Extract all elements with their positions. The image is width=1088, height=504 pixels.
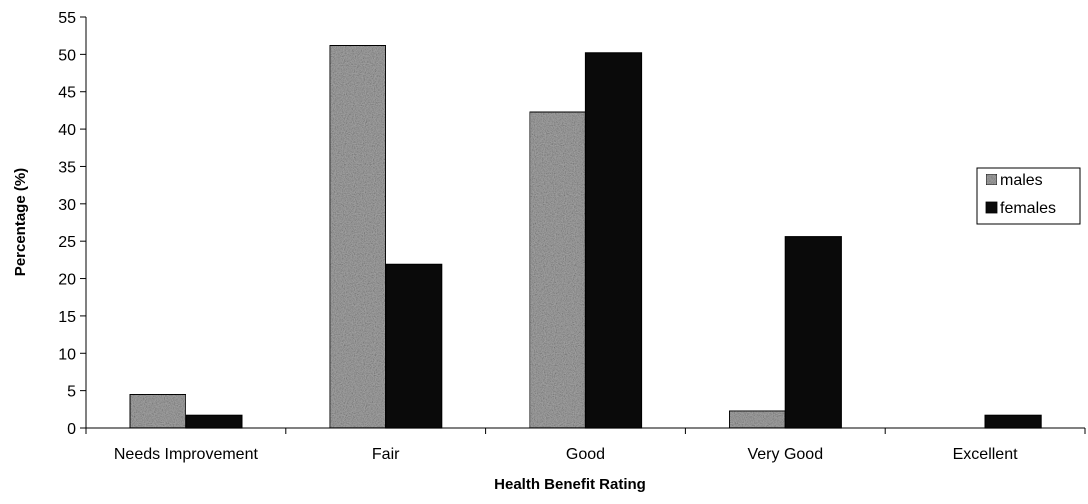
bar-females-very-good	[784, 236, 842, 429]
y-tick-label: 40	[58, 122, 76, 139]
y-tick-label: 5	[67, 384, 76, 401]
bar-females-needs-improvement	[185, 414, 243, 429]
bar-males-very-good	[728, 410, 786, 429]
legend: males females	[976, 167, 1081, 225]
y-tick-label: 55	[58, 10, 76, 27]
bar-males-needs-improvement	[129, 393, 187, 429]
y-tick-label: 0	[67, 421, 76, 438]
bar-females-good	[584, 52, 643, 429]
bars	[129, 44, 1042, 429]
y-tick-label: 30	[58, 197, 76, 214]
bar-males-good	[528, 111, 587, 429]
x-tick-label: Good	[566, 446, 605, 463]
y-axis: 0 5 10 15 20 25 30 35 40 45 50 55	[58, 10, 87, 438]
y-tick-label: 50	[58, 47, 76, 64]
x-axis: Needs Improvement Fair Good Very Good Excell…	[85, 427, 1086, 463]
legend-swatch-females	[985, 201, 998, 214]
y-tick-label: 35	[58, 159, 76, 176]
y-tick-label: 45	[58, 85, 76, 102]
y-tick-label: 20	[58, 272, 76, 289]
legend-swatch-males	[985, 173, 998, 186]
y-tick-label: 25	[58, 234, 76, 251]
bar-females-excellent	[984, 414, 1042, 429]
x-axis-title: Health Benefit Rating	[494, 476, 646, 493]
x-tick-label: Needs Improvement	[114, 446, 259, 463]
x-tick-label: Excellent	[953, 446, 1018, 463]
bar-males-fair	[329, 44, 387, 429]
y-axis-title: Percentage (%)	[12, 168, 29, 276]
y-tick-label: 10	[58, 346, 76, 363]
x-tick-label: Very Good	[747, 446, 823, 463]
legend-label-males: males	[1000, 172, 1043, 189]
legend-label-females: females	[1000, 200, 1056, 217]
y-tick-label: 15	[58, 309, 76, 326]
x-tick-label: Fair	[372, 446, 400, 463]
bar-females-fair	[385, 263, 443, 429]
